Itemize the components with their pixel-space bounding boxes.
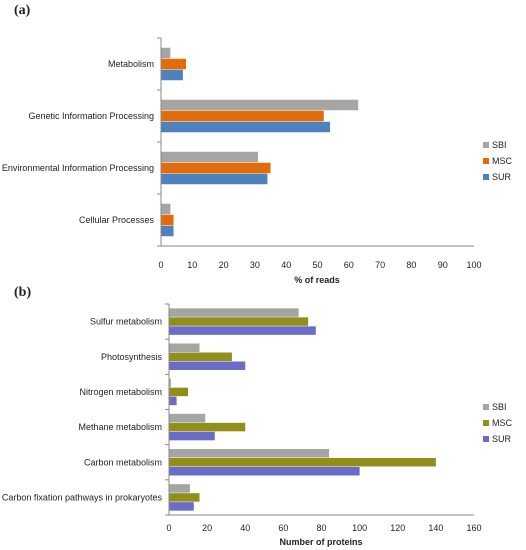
chart-b-bar-sbi-1 [169, 343, 200, 352]
chart-a-legend-label-msc: MSC [492, 156, 513, 166]
chart-b-bar-sur-2 [169, 396, 177, 406]
chart-b-category-label: Sulfur metabolism [90, 317, 162, 327]
chart-b-x-axis-label: Number of proteins [279, 537, 362, 547]
chart-a-legend-label-sur: SUR [492, 172, 512, 182]
chart-b-x-tick-label: 160 [466, 523, 481, 533]
chart-b-category-label: Nitrogen metabolism [79, 387, 162, 397]
chart-b-legend-label-msc: MSC [492, 418, 513, 428]
chart-b-bar-msc-2 [169, 387, 189, 397]
chart-a-bar-msc-2 [161, 162, 271, 174]
chart-a-x-tick-label: 70 [375, 260, 385, 270]
chart-a-bar-sbi-2 [161, 151, 259, 163]
chart-b-bar-msc-0 [169, 317, 309, 326]
chart-b-x-tick-label: 0 [166, 523, 171, 533]
chart-b-legend-swatch-msc [483, 420, 489, 426]
chart-a-category-label: Genetic Information Processing [28, 111, 154, 121]
chart-a-bar-sur-2 [161, 173, 268, 185]
chart-a-legend-swatch-sur [483, 174, 489, 180]
chart-a-legend-swatch-msc [483, 158, 489, 164]
chart-b-bar-msc-4 [169, 458, 436, 467]
chart-b-bar-sur-5 [169, 502, 194, 511]
chart-a-legend-label-sbi: SBI [492, 140, 507, 150]
chart-b-x-tick-label: 20 [202, 523, 212, 533]
chart-b-category-label: Carbon metabolism [84, 457, 162, 467]
chart-b-x-tick-label: 40 [240, 523, 250, 533]
chart-b-category-label: Carbon fixation pathways in prokaryotes [2, 492, 163, 502]
chart-b-legend-label-sbi: SBI [492, 402, 507, 412]
chart-b-x-tick-label: 140 [428, 523, 443, 533]
chart-b-bar-sbi-5 [169, 484, 190, 493]
panel-a-label: (a) [14, 3, 31, 18]
chart-b-bar-msc-1 [169, 352, 232, 361]
chart-a: Metabolism Genetic Information Processing… [2, 37, 513, 285]
chart-b-bar-sur-1 [169, 361, 246, 370]
chart-b-bar-sur-4 [169, 467, 360, 476]
chart-a-x-tick-label: 40 [281, 260, 291, 270]
chart-a-bar-msc-3 [161, 214, 174, 226]
chart-b-bar-msc-3 [169, 422, 246, 432]
chart-a-x-tick-label: 60 [344, 260, 354, 270]
chart-b-x-tick-label: 120 [390, 523, 405, 533]
chart-b-x-tick-label: 100 [352, 523, 367, 533]
chart-a-bar-sur-1 [161, 121, 331, 133]
chart-a-category-label: Metabolism [108, 59, 154, 69]
chart-a-x-tick-label: 80 [406, 260, 416, 270]
chart-b-category-label: Photosynthesis [101, 352, 163, 362]
chart-a-x-tick-label: 100 [466, 260, 481, 270]
chart-a-category-label: Environmental Information Processing [2, 163, 154, 173]
chart-b-legend-swatch-sur [483, 436, 489, 442]
chart-b-x-tick-label: 60 [278, 523, 288, 533]
chart-a-bar-sur-3 [161, 225, 174, 237]
chart-b-bar-sbi-4 [169, 449, 330, 458]
chart-a-bar-sbi-3 [161, 203, 171, 215]
chart-b-legend-swatch-sbi [483, 404, 489, 410]
chart-a-x-tick-label: 0 [158, 260, 163, 270]
chart-a-category-label: Cellular Processes [79, 215, 155, 225]
chart-a-bar-msc-1 [161, 110, 324, 122]
chart-a-bar-msc-0 [161, 58, 187, 70]
panel-b-label: (b) [14, 285, 31, 300]
chart-a-x-tick-label: 90 [438, 260, 448, 270]
chart-a-x-tick-label: 50 [312, 260, 322, 270]
chart-a-x-tick-label: 30 [250, 260, 260, 270]
chart-b-bar-sbi-2 [169, 378, 171, 388]
chart-b-category-label: Methane metabolism [78, 422, 162, 432]
chart-a-bar-sbi-1 [161, 99, 359, 111]
chart-b: Sulfur metabolism Photosynthesis Nitrogen … [2, 303, 513, 547]
chart-b-bar-sbi-3 [169, 413, 206, 423]
chart-b-bar-sur-3 [169, 431, 215, 441]
chart-b-legend-label-sur: SUR [492, 434, 512, 444]
chart-b-bar-sur-0 [169, 326, 316, 335]
chart-b-bar-sbi-0 [169, 308, 299, 317]
chart-a-legend-swatch-sbi [483, 142, 489, 148]
chart-a-x-tick-label: 10 [187, 260, 197, 270]
chart-a-x-tick-label: 20 [219, 260, 229, 270]
chart-a-bar-sbi-0 [161, 47, 171, 59]
chart-b-x-tick-label: 80 [316, 523, 326, 533]
chart-a-x-axis-label: % of reads [294, 275, 340, 285]
chart-a-bar-sur-0 [161, 69, 183, 81]
chart-b-bar-msc-5 [169, 493, 200, 502]
